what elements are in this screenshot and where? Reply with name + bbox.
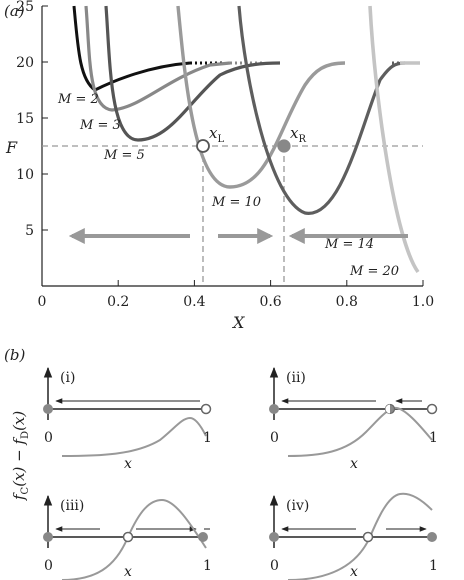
subpanel-label: (iii) [60,498,84,514]
label-xL: xL [209,124,224,145]
x-tick-label: 0.6 [259,294,281,310]
fixed-point-stable [43,404,53,414]
point-xL [196,139,210,153]
fixed-point-unstable [426,403,438,415]
label-M5: M = 5 [103,148,145,163]
x-label: x [124,456,132,472]
curves [72,5,420,274]
curve-M3 [84,5,231,112]
x-tick-label: 1.0 [412,294,434,310]
x-tick-label: 0.2 [107,294,129,310]
label-M2: M = 2 [57,92,99,107]
subpanel-i: (i) 0 1 x [43,366,212,472]
y-tick-label: 20 [16,55,34,71]
function-curve [287,492,433,580]
tick-1: 1 [203,430,212,446]
subpanel-label: (iv) [286,498,309,514]
subpanel-iv: (iv) 0 1 x [269,492,438,580]
function-curve [287,406,433,457]
point-xR [277,139,291,153]
tick-0: 0 [270,558,279,574]
tick-1: 1 [429,430,438,446]
fixed-point-stable-0 [269,532,279,542]
fixed-point-semi-half [385,404,390,414]
fixed-point-stable-interior [198,532,208,542]
x-label: x [124,564,132,580]
curve-M10 [176,5,346,189]
fixed-point-unstable [122,531,134,543]
x-tick-label: 0.8 [336,294,358,310]
x-label: x [350,456,358,472]
subpanel-ii: (ii) 0 1 x [269,366,438,472]
panel-b-ylabel: fC(x) − fD(x) [10,411,31,501]
label-M10: M = 10 [211,195,261,210]
fixed-point-unstable [362,531,374,543]
subpanel-label: (i) [60,370,75,386]
panel-b-label: (b) [4,346,25,364]
curve-M20 [368,5,420,274]
tick-1: 1 [429,558,438,574]
subpanel-label: (ii) [286,370,306,386]
y-tick-label: 10 [16,167,34,183]
y-tick-label: 15 [16,111,34,127]
y-tick-label: 25 [16,0,34,15]
label-M14: M = 14 [324,237,374,252]
y-axis-label: F [5,138,18,157]
y-ticks: 5 10 15 20 25 [16,0,48,239]
x-ticks: 0 0.2 0.4 0.6 0.8 1.0 [38,280,434,310]
x-tick-label: 0.4 [183,294,205,310]
x-tick-label: 0 [38,294,47,310]
fixed-point-stable-1 [427,532,437,542]
panel-a-label: (a) [4,2,25,20]
label-M3: M = 3 [79,118,121,133]
fixed-point-stable-0 [43,532,53,542]
x-label: x [350,564,358,580]
subpanel-iii: (iii) 0 1 x [43,494,212,580]
label-M20: M = 20 [349,264,399,279]
function-curve [61,416,207,457]
tick-0: 0 [44,558,53,574]
tick-0: 0 [44,430,53,446]
function-curve [61,498,207,580]
tick-1: 1 [203,558,212,574]
curve-M5 [104,5,281,142]
fixed-point-stable [269,404,279,414]
tick-0: 0 [270,430,279,446]
fixed-point-unstable [200,403,212,415]
label-xR: xR [290,124,306,145]
y-tick-label: 5 [25,223,34,239]
curve-M14 [237,5,406,215]
x-axis-label: X [231,313,245,332]
